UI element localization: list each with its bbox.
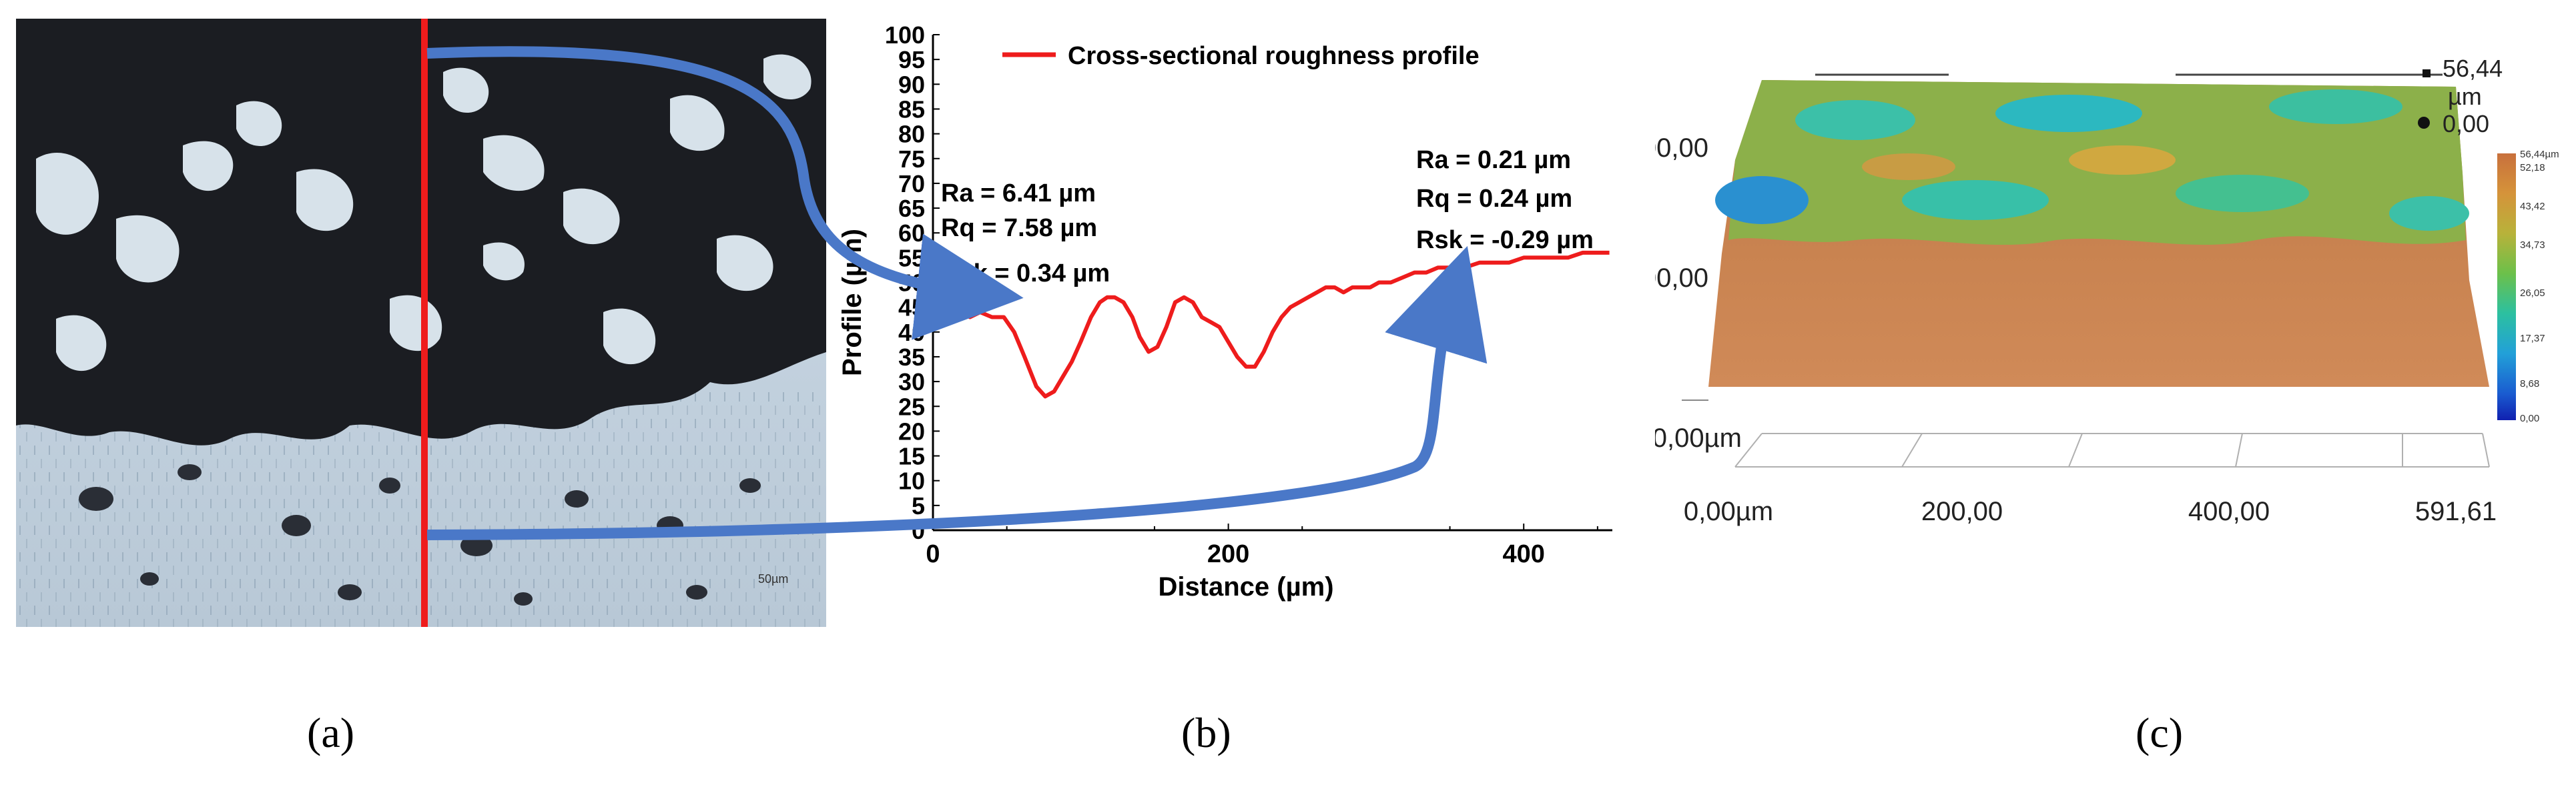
- z-min-label: 0,00: [2443, 110, 2489, 137]
- y-tick-label: 25: [898, 393, 925, 420]
- panel-label-c: (c): [2136, 709, 2184, 756]
- dark-pits: [79, 464, 761, 606]
- z-min-marker-icon: [2418, 117, 2430, 129]
- y-tick-label: 100: [885, 21, 925, 49]
- colorbar-label: 8,68: [2520, 378, 2539, 389]
- colorbar-label: 34,73: [2520, 239, 2545, 251]
- floor-grid: [1734, 433, 2490, 468]
- x-axis-label-200: 200,00: [1921, 497, 2003, 526]
- scale-bar-label: 50µm: [758, 572, 788, 586]
- light-inclusions: [36, 54, 812, 371]
- arrow-dark-region-to-profile: [426, 46, 1024, 340]
- z-max-label: 56,44: [2443, 55, 2503, 82]
- panel-a-micrograph: 50µm: [16, 19, 826, 627]
- y-tick-label: 30: [898, 368, 925, 396]
- x-tick-label: 400: [1503, 540, 1545, 568]
- x-tick-label: 0: [926, 540, 940, 568]
- z-unit-label: µm: [2448, 83, 2482, 110]
- y-tick-label: 85: [898, 95, 925, 123]
- x-axis-label-400: 400,00: [2188, 497, 2270, 526]
- annotation-ra-right: Ra = 0.21 µm: [1416, 146, 1571, 174]
- x-axis-label-max: 591,61: [2415, 497, 2497, 526]
- panel-label-b: (b): [1181, 709, 1231, 756]
- y-tick-label: 60: [898, 219, 925, 247]
- annotation-ra-left: Ra = 6.41 µm: [941, 179, 1096, 207]
- colorbar-label: 56,44µm: [2520, 149, 2559, 160]
- y-tick-label: 35: [898, 343, 925, 371]
- colorbar-label: 43,42: [2520, 201, 2545, 212]
- colorbar-label: 52,18: [2520, 162, 2545, 173]
- y-tick-label: 5: [912, 492, 925, 520]
- y-tick-label: 75: [898, 145, 925, 173]
- z-max-marker-icon: [2423, 69, 2431, 77]
- y-axis-label-200: 200,00: [1655, 263, 1708, 293]
- y-tick-label: 40: [898, 319, 925, 346]
- colorbar-label: 0,00: [2520, 413, 2539, 424]
- surface-3d-plot: 400,00 200,00 0,00µm 0,00µm 200,00 400,0…: [1655, 55, 2559, 526]
- surface-valleys: [1715, 89, 2469, 231]
- annotation-rq-left: Rq = 7.58 µm: [941, 214, 1097, 242]
- colorbar: [2497, 153, 2516, 420]
- y-tick-label: 70: [898, 170, 925, 197]
- annotation-rsk-right: Rsk = -0.29 µm: [1416, 226, 1594, 254]
- y-tick-label: 80: [898, 121, 925, 148]
- y-tick-label: 90: [898, 71, 925, 98]
- y-axis-label-0: 0,00µm: [1655, 424, 1742, 453]
- y-tick-label: 95: [898, 46, 925, 73]
- annotation-rsk-left: Rsk = 0.34 µm: [941, 259, 1110, 287]
- x-axis-label-0: 0,00µm: [1684, 497, 1773, 526]
- colorbar-label: 17,37: [2520, 333, 2545, 344]
- y-tick-label: 45: [898, 294, 925, 321]
- legend-label: Cross-sectional roughness profile: [1068, 42, 1480, 70]
- y-tick-label: 65: [898, 195, 925, 222]
- colorbar-label: 26,05: [2520, 287, 2545, 299]
- y-axis-label-400: 400,00: [1655, 133, 1708, 163]
- panel-label-a: (a): [307, 709, 355, 756]
- annotation-rq-right: Rq = 0.24 µm: [1416, 185, 1572, 213]
- y-tick-label: 55: [898, 244, 925, 271]
- colorbar-tick-labels: 56,44µm 52,18 43,42 34,73 26,05 17,37 8,…: [2520, 149, 2559, 424]
- y-tick-label: 15: [898, 443, 925, 470]
- y-tick-label: 20: [898, 418, 925, 445]
- arrow-light-region-to-profile: [426, 245, 1488, 540]
- x-axis-title: Distance (µm): [1158, 572, 1333, 602]
- y-tick-label: 10: [898, 468, 925, 495]
- x-tick-label: 200: [1207, 540, 1249, 568]
